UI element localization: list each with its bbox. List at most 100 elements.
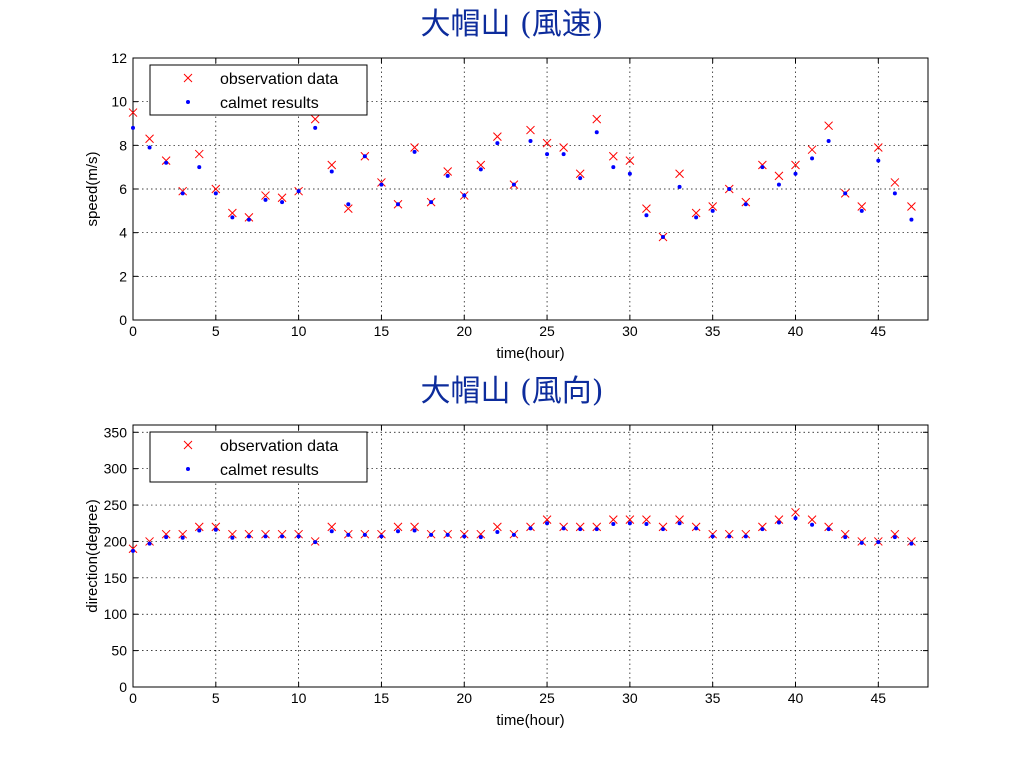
- direction-observation-point: [840, 529, 850, 539]
- speed-calmet-point: [909, 217, 914, 222]
- direction-observation-point: [128, 544, 138, 554]
- speed-calmet-point: [561, 152, 566, 157]
- direction-calmet-point: [727, 534, 732, 539]
- direction-observation-point: [244, 529, 254, 539]
- speed-observation-point: [642, 204, 651, 214]
- speed-calmet-point: [793, 171, 798, 176]
- speed-legend-label: observation data: [220, 71, 338, 88]
- direction-xtick-label: 35: [705, 690, 721, 706]
- speed-ytick-label: 2: [119, 268, 127, 284]
- speed-calmet-point: [147, 145, 152, 150]
- direction-ytick-label: 100: [104, 606, 128, 622]
- speed-calmet-point: [876, 158, 881, 163]
- speed-xtick-label: 10: [291, 323, 307, 339]
- speed-calmet-point: [578, 176, 583, 181]
- speed-calmet-point: [661, 235, 665, 240]
- direction-observation-point: [327, 522, 337, 532]
- speed-observation-point: [807, 145, 817, 155]
- direction-observation-point: [890, 529, 900, 539]
- speed-calmet-point: [478, 167, 483, 172]
- direction-observation-point: [658, 522, 668, 532]
- speed-xtick-label: 15: [374, 323, 390, 339]
- direction-legend-marker-calmet: [186, 467, 190, 471]
- direction-legend: [149, 431, 368, 483]
- speed-calmet-point: [611, 165, 616, 170]
- speed-ytick-label: 4: [119, 225, 127, 241]
- speed-calmet-point: [694, 215, 699, 220]
- direction-calmet-point: [313, 540, 318, 545]
- speed-xtick-label: 30: [622, 323, 638, 339]
- direction-xtick-label: 40: [788, 690, 804, 706]
- speed-observation-point: [708, 202, 718, 211]
- speed-observation-point: [675, 169, 684, 179]
- direction-observation-point: [377, 529, 386, 539]
- direction-ytick-label: 50: [111, 643, 127, 659]
- speed-observation-point: [410, 143, 419, 152]
- speed-observation-point: [873, 143, 883, 152]
- speed-calmet-point: [445, 173, 450, 178]
- speed-legend: [149, 64, 368, 116]
- speed-observation-point: [758, 160, 767, 170]
- speed-calmet-point: [710, 208, 715, 213]
- direction-observation-point: [277, 529, 287, 539]
- direction-calmet-point: [594, 527, 599, 532]
- direction-calmet-point: [843, 535, 848, 540]
- direction-calmet-point: [760, 527, 765, 532]
- speed-observation-point: [824, 121, 833, 131]
- direction-observation-point: [708, 529, 718, 539]
- direction-calmet-point: [644, 521, 649, 526]
- direction-xtick-label: 5: [212, 690, 220, 706]
- speed-observation-point: [244, 213, 254, 222]
- direction-observation-point: [294, 529, 303, 539]
- direction-observation-point: [774, 515, 784, 524]
- direction-calmet-point: [197, 528, 202, 533]
- direction-chart-title: 大帽山 (風向): [420, 374, 604, 409]
- speed-observation-point: [161, 156, 171, 165]
- direction-calmet-point: [677, 521, 682, 526]
- speed-observation-point: [128, 108, 138, 117]
- speed-observation-point: [741, 197, 751, 207]
- direction-calmet-point: [545, 521, 550, 526]
- speed-xtick-label: 5: [212, 323, 220, 339]
- speed-calmet-point: [727, 187, 732, 191]
- speed-calmet-point: [594, 130, 599, 135]
- direction-calmet-point: [627, 521, 632, 526]
- direction-calmet-point: [793, 516, 798, 521]
- direction-xtick-label: 25: [539, 690, 555, 706]
- speed-observation-point: [377, 178, 386, 187]
- speed-legend-label: calmet results: [220, 95, 319, 112]
- direction-calmet-point: [528, 526, 533, 531]
- speed-observation-point: [907, 202, 916, 211]
- direction-observation-point: [178, 529, 188, 539]
- speed-calmet-point: [760, 165, 765, 170]
- direction-ytick-label: 350: [104, 424, 128, 440]
- speed-ytick-label: 6: [119, 181, 127, 197]
- speed-y-axis-label: speed(m/s): [84, 151, 101, 226]
- direction-observation-point: [194, 522, 204, 532]
- direction-calmet-point: [578, 527, 583, 532]
- speed-observation-point: [476, 160, 486, 170]
- direction-legend-label: observation data: [220, 438, 338, 455]
- speed-legend-marker-observation: [183, 73, 193, 83]
- direction-observation-point: [211, 522, 221, 532]
- speed-observation-point: [608, 151, 618, 161]
- direction-calmet-point: [230, 535, 235, 540]
- direction-ytick-label: 250: [104, 497, 128, 513]
- direction-legend-marker-observation: [183, 440, 193, 450]
- speed-calmet-point: [859, 208, 864, 213]
- direction-y-axis-label: direction(degree): [84, 499, 101, 612]
- speed-calmet-point: [346, 202, 351, 207]
- speed-observation-point: [327, 160, 337, 170]
- direction-observation-point: [791, 507, 800, 517]
- speed-observation-point: [774, 171, 784, 181]
- speed-observation-point: [559, 143, 568, 152]
- speed-calmet-point: [429, 200, 434, 205]
- speed-calmet-point: [810, 156, 815, 161]
- direction-observation-point: [393, 522, 403, 532]
- direction-observation-point: [493, 522, 502, 532]
- speed-chart-title: 大帽山 (風速): [420, 7, 604, 42]
- speed-calmet-point: [412, 149, 417, 154]
- direction-calmet-point: [445, 532, 450, 537]
- speed-xtick-label: 25: [539, 323, 555, 339]
- direction-calmet-point: [611, 521, 616, 526]
